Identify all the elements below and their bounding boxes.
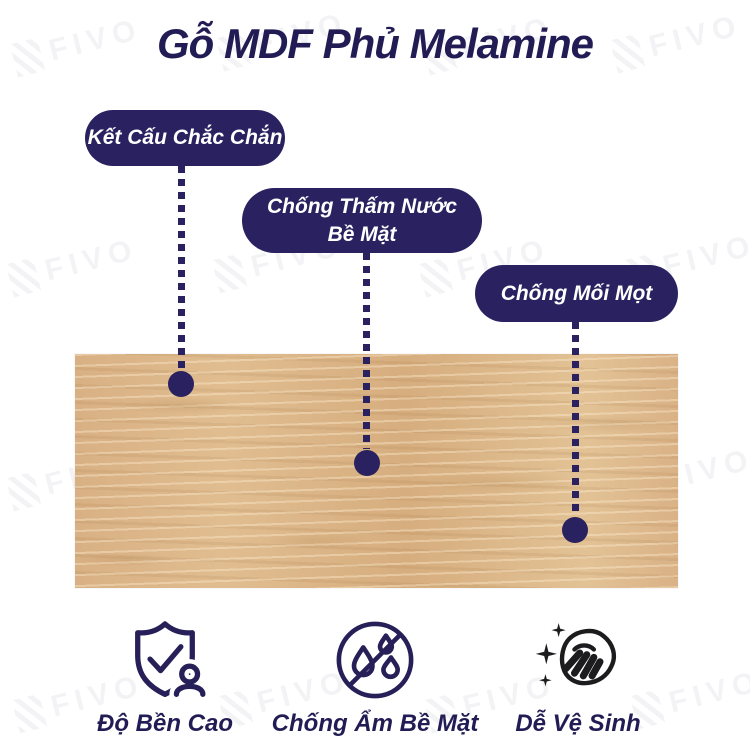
fivo-stripes-logo <box>211 253 248 294</box>
hand-wipe-sparkle-icon <box>534 616 622 704</box>
feature-chong-am-be-mat: Chống Ẩm Bề Mặt <box>272 616 478 738</box>
fivo-stripes-logo <box>11 693 48 734</box>
callout-chong-tham-nuoc-be-mat: Chống Thấm Nước Bề Mặt <box>242 188 482 253</box>
feature-label: Dễ Vệ Sinh <box>515 710 641 737</box>
fivo-stripes-logo <box>417 257 454 298</box>
fivo-watermark-text: FIVO <box>41 232 141 288</box>
feature-do-ben-cao: Độ Bền Cao <box>70 616 260 738</box>
callout-label: Chống Mối Mọt <box>500 281 653 305</box>
fivo-watermark: FIVO <box>5 232 141 298</box>
connector-dotted-line-1 <box>178 166 185 371</box>
callout-label-line2: Bề Mặt <box>327 222 397 246</box>
connector-dotted-line-2 <box>363 253 370 449</box>
feature-label: Chống Ẩm Bề Mặt <box>271 710 479 737</box>
callout-label-line1: Chống Thấm Nước <box>266 195 458 219</box>
connector-end-dot-3 <box>562 517 588 543</box>
callout-chong-moi-mot: Chống Mối Mọt <box>475 265 678 322</box>
connector-end-dot-1 <box>168 371 194 397</box>
sparkles <box>535 623 566 687</box>
shield-check-person-icon <box>121 616 209 704</box>
callout-ket-cau-chac-chan: Kết Cấu Chắc Chắn <box>85 110 285 166</box>
callout-label: Kết Cấu Chắc Chắn <box>87 126 283 150</box>
connector-end-dot-2 <box>354 450 380 476</box>
fivo-watermark-text: FIVO <box>659 228 750 284</box>
connector-dotted-line-3 <box>572 322 579 517</box>
page-title: Gỗ MDF Phủ Melamine <box>156 20 594 67</box>
fivo-stripes-logo <box>5 471 42 512</box>
no-water-drops-icon <box>333 616 417 704</box>
fivo-stripes-logo <box>5 257 42 298</box>
fivo-watermark-text: FIVO <box>665 664 750 720</box>
feature-de-ve-sinh: Dễ Vệ Sinh <box>483 616 673 738</box>
feature-label: Độ Bền Cao <box>96 710 233 737</box>
